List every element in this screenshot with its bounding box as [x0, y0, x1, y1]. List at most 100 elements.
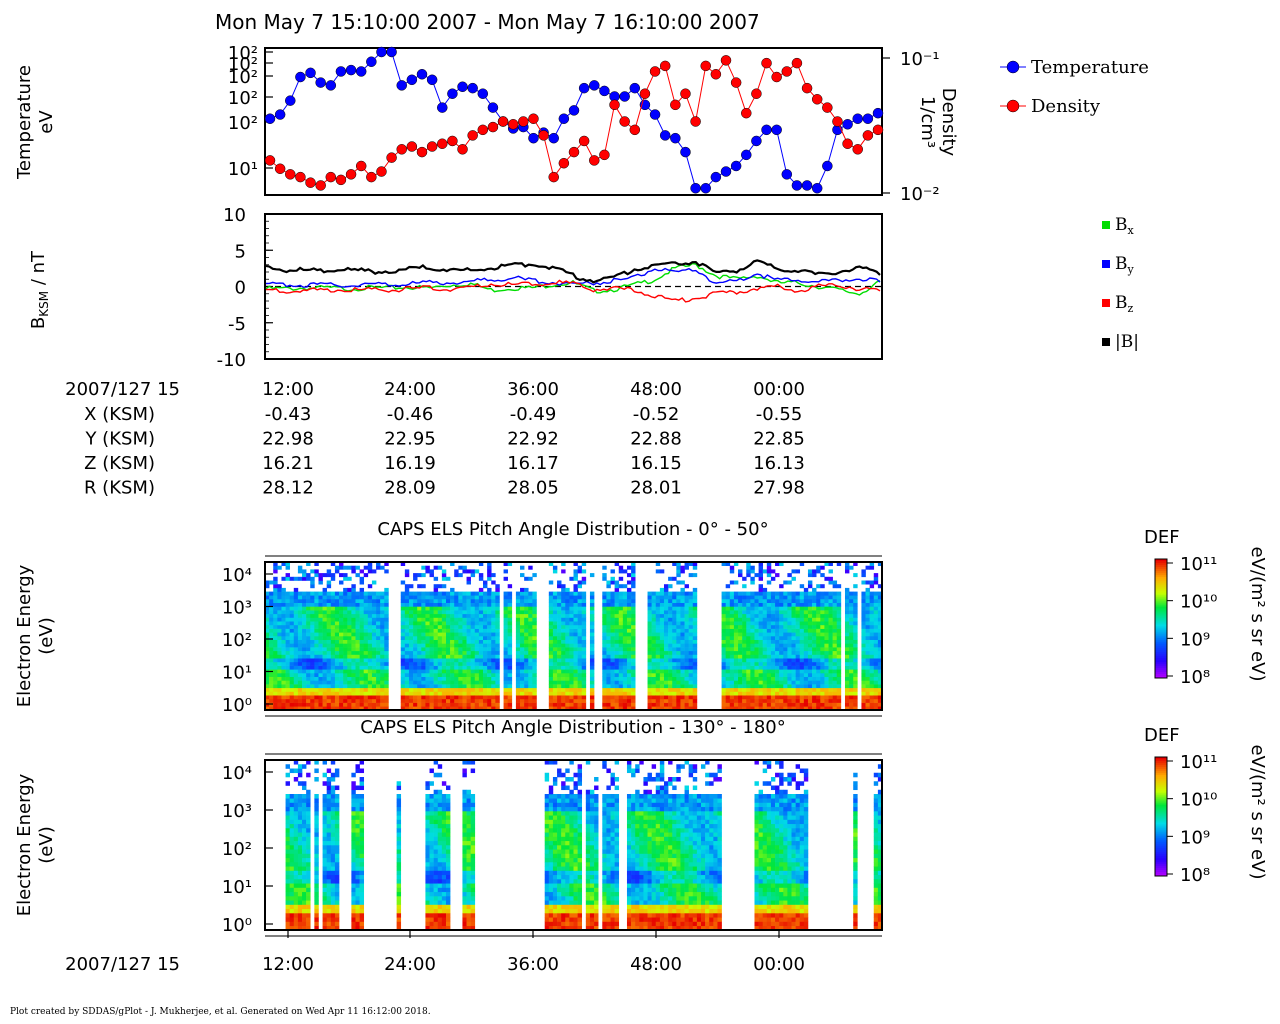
temperature-point	[751, 135, 762, 147]
spectrogram-cell	[450, 624, 455, 629]
spectrogram-cell	[297, 764, 303, 769]
spectrogram-cell	[779, 624, 784, 629]
spectrogram-cell	[729, 691, 735, 696]
spectrogram-cell	[413, 706, 418, 711]
spectrogram-cell	[433, 695, 439, 700]
spectrogram-cell	[474, 654, 480, 659]
spectrogram-cell	[791, 647, 796, 652]
spectrogram-cell	[528, 636, 533, 640]
spectrogram-cell	[347, 610, 352, 615]
spectrogram-cell	[561, 669, 566, 674]
spectrogram-cell	[552, 591, 558, 596]
spectrogram-cell	[828, 621, 833, 626]
spectrogram-cell	[795, 617, 801, 622]
spectrogram-cell	[450, 702, 455, 707]
spectrogram-cell	[602, 632, 607, 637]
spectrogram-cell	[873, 599, 879, 603]
spectrogram-cell	[458, 665, 463, 670]
spectrogram-cell	[614, 687, 620, 692]
spectrogram-cell	[577, 665, 583, 670]
spectrogram-cell	[791, 599, 796, 603]
spectrogram-cell	[417, 658, 422, 663]
spectrogram-cell	[277, 673, 282, 677]
spectrogram-cell	[738, 602, 743, 607]
spectrogram-cell	[762, 628, 768, 633]
spectrogram-cell	[421, 702, 426, 707]
spectrogram-cell	[614, 691, 620, 696]
spectrogram-cell	[314, 613, 319, 618]
spectrogram-cell	[610, 695, 615, 700]
spectrogram-cell	[454, 573, 459, 578]
spectrogram-cell	[466, 602, 471, 607]
spectrogram-cell	[433, 606, 439, 611]
spectrogram-cell	[668, 650, 673, 655]
spectrogram-cell	[775, 595, 780, 600]
spectrogram-cell	[520, 676, 525, 681]
spectrogram-cell	[289, 891, 295, 897]
spectrogram-cell	[265, 632, 270, 637]
spectrogram-cell	[289, 798, 295, 803]
spectrogram-cell	[795, 610, 801, 615]
spectrogram-cell	[466, 669, 471, 674]
spectrogram-cell	[668, 624, 673, 629]
spectrogram-cell	[824, 617, 829, 622]
spectrogram-cell	[803, 661, 809, 666]
spectrogram-cell	[285, 673, 290, 677]
spectrogram-cell	[367, 706, 373, 711]
spectrogram-cell	[269, 628, 274, 633]
spectrogram-cell	[302, 617, 307, 622]
spectrogram-cell	[622, 647, 628, 652]
spectrogram-cell	[799, 684, 805, 689]
spectrogram-cell	[462, 680, 467, 685]
spectrogram-cell	[413, 661, 418, 666]
spectrogram-cell	[302, 811, 307, 816]
spectrogram-cell	[429, 617, 434, 622]
spectrogram-cell	[450, 698, 455, 703]
spectrogram-cell	[573, 650, 578, 655]
temperature-point	[264, 113, 276, 124]
spectrogram-cell	[470, 636, 476, 640]
spectrogram-cell	[437, 706, 443, 711]
spectrogram-cell	[581, 621, 587, 626]
spectrogram-cell	[873, 610, 879, 615]
spectrogram-cell	[371, 599, 377, 603]
spectrogram-cell	[371, 639, 377, 644]
spectrogram-cell	[532, 599, 537, 603]
spectrogram-cell	[285, 643, 290, 648]
spectrogram-cell	[754, 599, 759, 603]
spectrogram-cell	[433, 576, 439, 581]
spectrogram-cell	[762, 665, 768, 670]
spectrogram-cell	[371, 680, 377, 685]
spectrogram-cell	[503, 602, 508, 607]
spectrogram-cell	[376, 606, 381, 611]
spectrogram-cell	[631, 624, 636, 629]
spectrogram-cell	[668, 676, 673, 681]
spectrogram-cell	[812, 632, 817, 637]
density-point	[437, 138, 448, 149]
spectrogram-cell	[441, 702, 447, 707]
spectrogram-cell	[770, 684, 776, 689]
spectrogram-cell	[445, 636, 451, 640]
spectrogram-cell	[314, 870, 319, 876]
spectrogram-cell	[429, 673, 434, 677]
spectrogram-cell	[721, 643, 726, 648]
spectrogram-cell	[606, 695, 611, 700]
spectrogram-cell	[285, 676, 290, 681]
spectrogram-cell	[581, 628, 587, 633]
colorbar-step	[1155, 652, 1167, 655]
spectrogram-cell	[672, 613, 677, 618]
spectrogram-cell	[281, 591, 286, 596]
spectrogram-cell	[334, 658, 340, 663]
spectrogram-cell	[684, 565, 689, 570]
spectrogram-cell	[877, 658, 883, 663]
spectrogram-cell	[581, 647, 587, 652]
spectrogram-cell	[807, 617, 813, 622]
spectrogram-cell	[367, 621, 373, 626]
spectrogram-cell	[799, 654, 805, 659]
spectrogram-cell	[466, 702, 471, 707]
spectrogram-cell	[532, 669, 537, 674]
density-point	[811, 94, 823, 105]
spectrogram-cell	[557, 665, 562, 670]
spectrogram-cell	[565, 669, 570, 674]
bfield-legend-base: B	[1115, 215, 1128, 235]
